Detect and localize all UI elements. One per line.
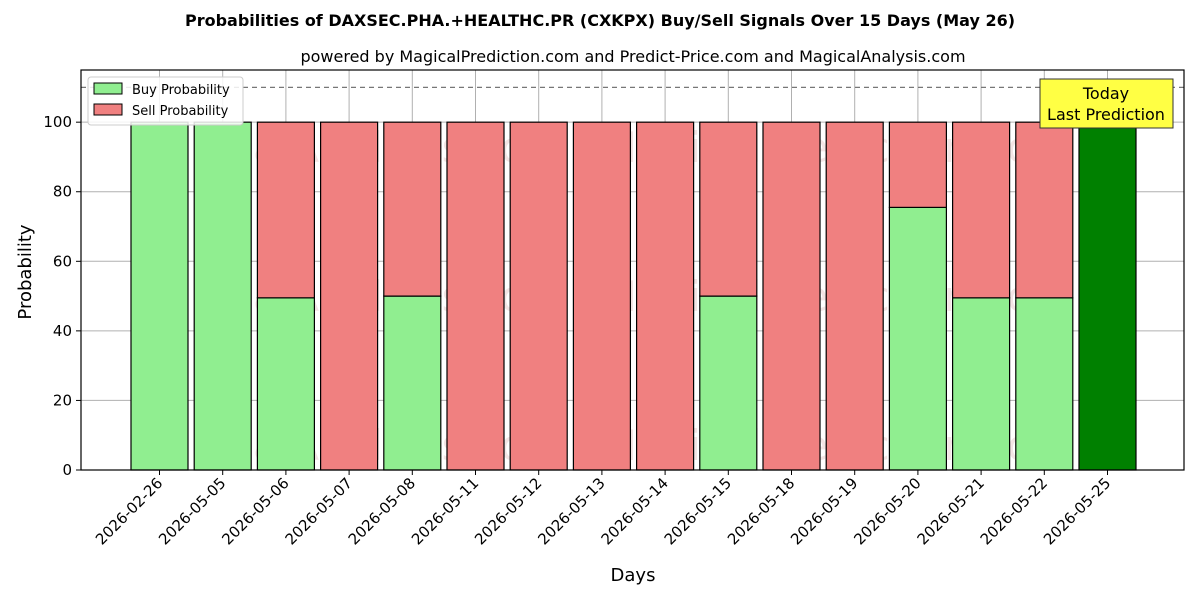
- sell-bar: [762, 121, 821, 471]
- legend-swatch: [93, 82, 123, 95]
- sell-bar: [1015, 121, 1074, 299]
- y-axis-label: Probability: [15, 224, 36, 319]
- x-tick-label: 2026-05-14: [598, 474, 672, 548]
- annotation-line-1: Today: [1082, 84, 1129, 103]
- x-tick-label: 2026-05-20: [850, 474, 924, 548]
- bar-layer: [81, 86, 1184, 471]
- x-tick-label: 2026-02-26: [92, 474, 166, 548]
- legend-box: [87, 76, 244, 126]
- y-tick-label: 0: [62, 461, 72, 479]
- buy-bar: [193, 121, 252, 471]
- buy-bar: [699, 295, 758, 471]
- chart-title: Probabilities of DAXSEC.PHA.+HEALTHC.PR …: [185, 11, 1015, 30]
- legend-swatch: [93, 103, 123, 116]
- y-tick-label: 60: [53, 252, 72, 270]
- legend: Buy Probability Sell Probability: [87, 76, 244, 126]
- sell-bar: [951, 121, 1011, 299]
- y-tick-label: 20: [53, 391, 72, 409]
- buy-bar: [1078, 121, 1137, 471]
- annotation-line-2: Last Prediction: [1047, 105, 1165, 124]
- x-tick-label: 2026-05-18: [724, 474, 798, 548]
- y-tick-label: 40: [53, 322, 72, 340]
- sell-bar: [888, 121, 948, 208]
- x-tick-label: 2026-05-13: [534, 474, 608, 548]
- sell-bar: [446, 121, 505, 471]
- y-tick-label: 100: [43, 113, 72, 131]
- buy-bar: [256, 297, 315, 471]
- x-tick-label: 2026-05-19: [787, 474, 861, 548]
- buy-bar: [1015, 297, 1074, 471]
- buy-bar: [130, 121, 189, 471]
- sell-bar: [256, 121, 315, 299]
- x-tick-label: 2026-05-15: [661, 474, 735, 548]
- buy-bar: [383, 295, 442, 471]
- x-tick-label: 2026-05-06: [218, 474, 292, 548]
- sell-bar: [320, 121, 379, 471]
- x-tick-label: 2026-05-05: [155, 474, 229, 548]
- sell-bar: [699, 121, 758, 297]
- x-tick-label: 2026-05-08: [345, 474, 419, 548]
- legend-entry: Sell Probability: [132, 104, 229, 119]
- x-tick-label: 2026-05-25: [1040, 474, 1114, 548]
- plot-frame: [80, 69, 1185, 471]
- sell-bar: [572, 121, 632, 471]
- buy-bar: [888, 206, 948, 471]
- x-axis-label: Days: [611, 565, 656, 586]
- sell-bar: [825, 121, 884, 471]
- chart-subtitle: powered by MagicalPrediction.com and Pre…: [300, 47, 965, 66]
- sell-bar: [383, 121, 442, 297]
- sell-bar: [635, 121, 695, 471]
- y-tick-label: 80: [53, 183, 72, 201]
- x-tick-label: 2026-05-22: [977, 474, 1051, 548]
- x-tick-label: 2026-05-12: [471, 474, 545, 548]
- buy-bar: [951, 297, 1011, 471]
- legend-entry: Buy Probability: [132, 83, 230, 98]
- x-tick-label: 2026-05-21: [914, 474, 988, 548]
- sell-bar: [509, 121, 568, 471]
- today-annotation: Today Last Prediction: [1039, 78, 1174, 129]
- x-tick-label: 2026-05-11: [408, 474, 482, 548]
- x-tick-label: 2026-05-07: [282, 474, 356, 548]
- annotation-box: [1039, 78, 1174, 129]
